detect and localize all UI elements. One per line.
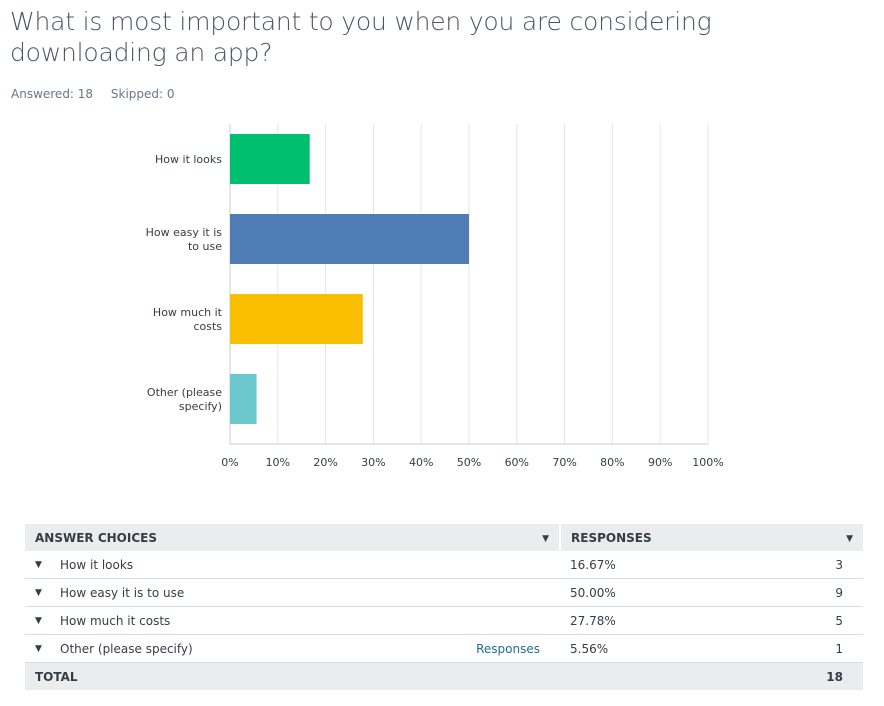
category-label: How it looks	[155, 153, 222, 166]
response-percent: 27.78%	[560, 606, 738, 635]
x-tick-label: 10%	[266, 456, 290, 469]
answer-choices-header[interactable]: ANSWER CHOICES ▼	[25, 524, 561, 551]
table-row: ▼ How easy it is to use 50.00% 9	[25, 578, 863, 607]
response-percent: 5.56%	[560, 634, 738, 663]
x-tick-label: 70%	[552, 456, 576, 469]
x-tick-label: 80%	[600, 456, 624, 469]
bar	[230, 374, 257, 424]
expand-arrow-icon[interactable]: ▼	[35, 588, 42, 598]
expand-arrow-icon[interactable]: ▼	[35, 616, 42, 626]
category-label: How easy it is	[146, 226, 223, 239]
bar	[230, 214, 469, 264]
responses-header[interactable]: RESPONSES ▼	[560, 524, 863, 551]
x-tick-label: 20%	[313, 456, 337, 469]
answered-count: Answered: 18	[11, 87, 94, 101]
table-row: ▼ How much it costs 27.78% 5	[25, 606, 863, 635]
response-summary: Answered: 18 Skipped: 0	[11, 87, 189, 101]
bar	[230, 134, 310, 184]
x-tick-label: 90%	[648, 456, 672, 469]
sort-caret-icon[interactable]: ▼	[542, 534, 549, 544]
responses-table: ANSWER CHOICES ▼ RESPONSES ▼ ▼ How it lo…	[25, 524, 863, 690]
choice-label: How much it costs	[60, 613, 171, 628]
skipped-count: Skipped: 0	[110, 87, 175, 101]
choice-label: How easy it is to use	[60, 585, 185, 600]
response-percent: 16.67%	[560, 551, 738, 579]
category-label: to use	[188, 240, 222, 253]
response-count: 1	[737, 634, 863, 663]
category-label: How much it	[153, 306, 223, 319]
x-tick-label: 30%	[361, 456, 385, 469]
category-label: costs	[193, 320, 222, 333]
responses-link[interactable]: Responses	[476, 642, 540, 656]
x-tick-label: 60%	[505, 456, 529, 469]
table-row: ▼ Other (please specify) Responses 5.56%…	[25, 634, 863, 663]
x-tick-label: 100%	[692, 456, 723, 469]
total-row: TOTAL 18	[25, 662, 863, 690]
category-label: specify)	[179, 400, 222, 413]
category-label: Other (please	[147, 386, 222, 399]
table-row: ▼ How it looks 16.67% 3	[25, 551, 863, 579]
response-count: 9	[737, 578, 863, 607]
x-tick-label: 40%	[409, 456, 433, 469]
choice-label: How it looks	[60, 557, 134, 572]
choice-label: Other (please specify)	[60, 641, 193, 656]
bar-chart: 0% 10% 20% 30% 40% 50% 60% 70% 80% 90% 100% How it …	[146, 124, 724, 469]
response-count: 3	[737, 551, 863, 579]
x-tick-label: 0%	[221, 456, 238, 469]
sort-caret-icon[interactable]: ▼	[846, 534, 853, 544]
response-count: 5	[737, 606, 863, 635]
expand-arrow-icon[interactable]: ▼	[35, 644, 42, 654]
bar	[230, 294, 363, 344]
response-percent: 50.00%	[560, 578, 738, 607]
x-tick-label: 50%	[457, 456, 481, 469]
expand-arrow-icon[interactable]: ▼	[35, 560, 42, 570]
total-label: TOTAL	[25, 662, 560, 690]
question-title: What is most important to you when you a…	[10, 7, 712, 67]
total-count: 18	[737, 662, 863, 690]
